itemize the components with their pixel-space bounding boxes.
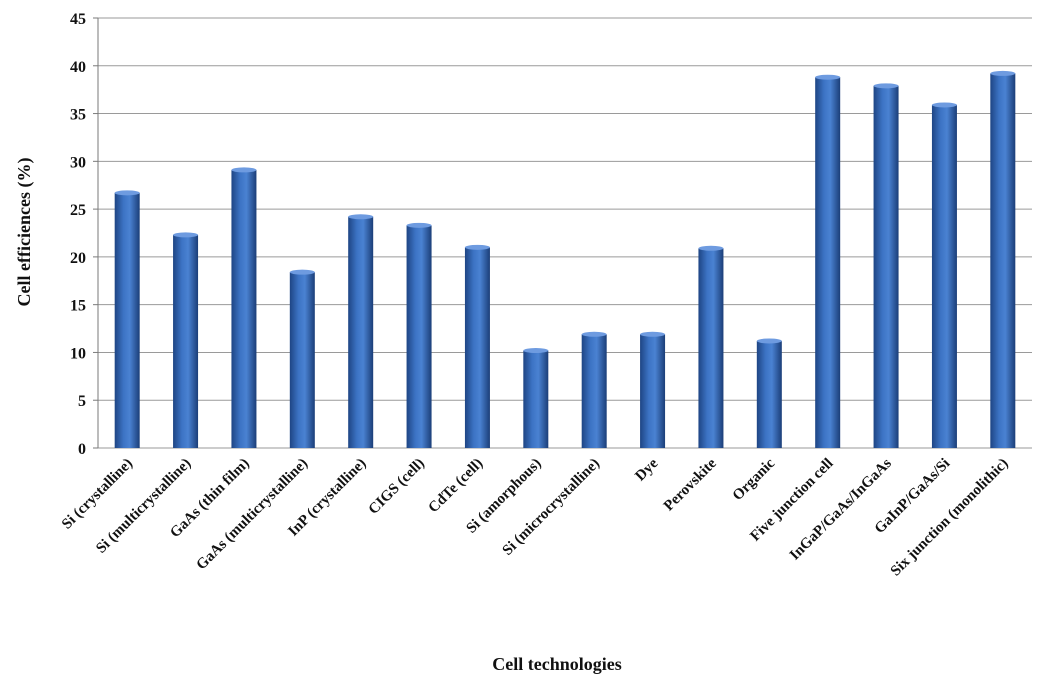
bar-top (348, 214, 374, 220)
y-tick-label: 0 (78, 441, 86, 458)
bar-top (581, 331, 607, 337)
bar (931, 102, 957, 448)
y-tick-label: 20 (70, 250, 86, 267)
bar-body (873, 85, 899, 448)
bar-body (640, 334, 666, 448)
bar-body (114, 192, 140, 448)
x-category-label: Perovskite (661, 455, 720, 514)
bar-top (873, 83, 899, 89)
bar (873, 83, 899, 448)
bar (348, 214, 374, 448)
x-category-label: CIGS (cell) (366, 456, 428, 518)
y-tick-label: 15 (70, 298, 86, 315)
bar (464, 244, 490, 448)
bar-body (348, 216, 374, 448)
bar-top (931, 102, 957, 108)
bar-top (231, 167, 257, 173)
bar-body (815, 77, 841, 448)
bar (289, 269, 315, 448)
y-tick-label: 40 (70, 59, 86, 76)
bar-body (698, 248, 724, 448)
bar-top (114, 190, 140, 196)
bar (581, 331, 607, 448)
x-category-label: Si (microcrystalline) (500, 456, 603, 559)
x-category-label: Dye (632, 455, 661, 484)
bar (990, 70, 1016, 448)
category-labels: Si (crystalline)Si (multicrystalline)GaA… (59, 455, 1012, 579)
bar-body (289, 272, 315, 448)
bar-body (931, 104, 957, 448)
x-category-label: CdTe (cell) (426, 456, 487, 517)
x-category-label: InGaP/GaAs/InGaAs (787, 455, 895, 563)
bar-top (464, 244, 490, 250)
y-tick-label: 35 (70, 107, 86, 124)
bar (756, 338, 782, 448)
bar-top (698, 245, 724, 251)
bar (406, 222, 432, 448)
y-tick-label: 5 (78, 393, 86, 410)
bar (114, 190, 140, 448)
bar-top (523, 348, 549, 354)
bar-body (173, 234, 199, 448)
x-category-label: GaAs (multicrystalline) (193, 456, 311, 574)
x-axis-title: Cell technologies (492, 654, 621, 674)
x-category-label: Organic (730, 455, 779, 504)
y-tick-label: 45 (70, 11, 86, 28)
bar-body (231, 169, 257, 448)
bar (173, 232, 199, 448)
bar-top (756, 338, 782, 344)
bar (523, 348, 549, 448)
bar-body (406, 225, 432, 448)
bar-body (523, 350, 549, 448)
x-category-label: Six junction (monolithic) (888, 456, 1012, 580)
bar-top (815, 74, 841, 80)
bar-top (173, 232, 199, 238)
y-tick-label: 10 (70, 345, 86, 362)
bar-body (990, 73, 1016, 448)
bar-body (581, 334, 607, 448)
bar-top (990, 70, 1016, 76)
y-tick-labels: 0 5 10 15 20 25 30 35 40 45 (70, 11, 86, 458)
bar-top (406, 222, 432, 228)
bars (114, 70, 1016, 448)
bar-top (640, 331, 666, 337)
y-axis-title: Cell efficiences (%) (14, 158, 35, 307)
bar-top (289, 269, 315, 275)
y-tick-label: 30 (70, 154, 86, 171)
bar (231, 167, 257, 448)
bar-body (464, 247, 490, 448)
bar (698, 245, 724, 448)
y-tick-label: 25 (70, 202, 86, 219)
bar-body (756, 340, 782, 448)
bar (815, 74, 841, 448)
bar (640, 331, 666, 448)
